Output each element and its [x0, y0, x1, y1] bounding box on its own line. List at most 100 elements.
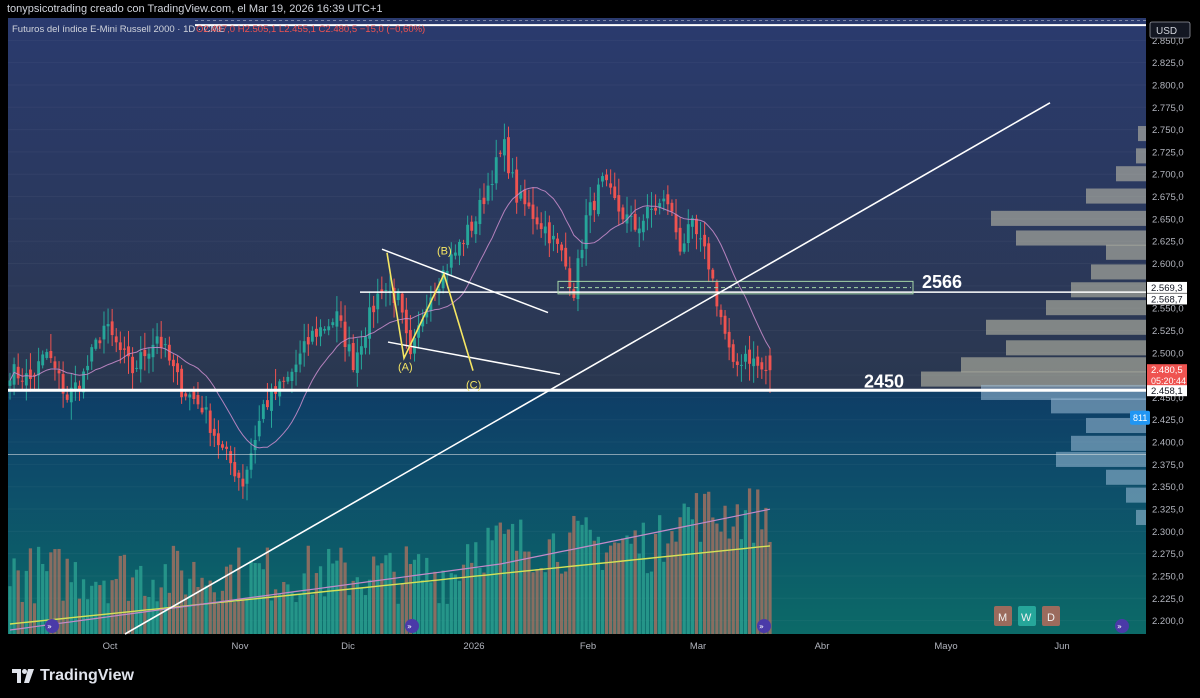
volume-bar [678, 517, 682, 634]
volume-bar [192, 561, 196, 634]
volume-bar [392, 571, 396, 634]
volume-bar [731, 526, 735, 634]
candle [135, 360, 139, 372]
candle [347, 326, 351, 357]
x-tick-label: Mayo [934, 641, 957, 652]
y-tick-label: 2.675,0 [1152, 192, 1184, 203]
volume-bar [584, 517, 588, 634]
candle [552, 224, 555, 252]
y-tick-label: 2.425,0 [1152, 415, 1184, 426]
candle [315, 316, 318, 346]
y-tick-label: 2.350,0 [1152, 482, 1184, 493]
candle [527, 189, 531, 209]
timeframe-m-button[interactable]: M [994, 606, 1012, 626]
volume-profile-bar [921, 371, 1146, 387]
candle [547, 215, 551, 258]
tradingview-brand[interactable]: TradingView [12, 667, 134, 685]
volume-bar [167, 592, 171, 634]
volume-bar [551, 533, 556, 634]
price-chart[interactable]: 2.850,0 2.825,0 2.800,0 2.775,0 2.750,0 2.725… [0, 18, 1200, 660]
currency-button[interactable]: USD [1149, 21, 1191, 39]
candle [511, 158, 515, 178]
volume-bar [343, 562, 347, 634]
volume-bar [694, 493, 699, 634]
volume-bar [114, 578, 118, 634]
candle [735, 353, 739, 377]
volume-bar [470, 562, 474, 634]
candle [682, 233, 686, 254]
tradingview-logo-icon [12, 669, 34, 683]
volume-bar [478, 567, 482, 634]
volume-profile-bar [1051, 398, 1146, 414]
candle [368, 291, 371, 355]
timeframe-w-label: W [1021, 612, 1032, 624]
candle [237, 470, 241, 491]
volume-profile-bar [1046, 300, 1146, 316]
candle [400, 291, 404, 324]
svg-text:»: » [759, 622, 764, 631]
x-tick-label: Feb [580, 641, 596, 652]
volume-bar [122, 554, 127, 634]
volume-bar [372, 556, 376, 634]
candle [502, 123, 506, 172]
volume-bar [65, 558, 69, 634]
volume-bar [739, 539, 744, 634]
event-icon[interactable]: » [757, 619, 771, 633]
candle [744, 345, 747, 370]
volume-bar [421, 579, 425, 634]
volume-bar [416, 554, 421, 634]
volume-bar [151, 579, 155, 634]
volume-bar [559, 573, 564, 634]
candle [404, 297, 408, 349]
candle [339, 301, 343, 328]
candle [633, 199, 637, 232]
volume-bar [171, 545, 176, 634]
candle [225, 441, 228, 461]
volume-bar [592, 540, 596, 634]
candle [641, 214, 645, 241]
volume-bar [216, 603, 221, 634]
volume-bar [633, 530, 637, 634]
volume-bar [453, 574, 458, 634]
volume-bar [286, 584, 290, 634]
volume-bar [690, 519, 694, 634]
candle [699, 221, 702, 252]
volume-bar [245, 597, 249, 634]
volume-bar [641, 522, 645, 634]
volume-bar [282, 582, 286, 634]
candle [143, 332, 147, 371]
event-icon[interactable]: » [45, 619, 59, 633]
volume-bar [702, 493, 707, 634]
volume-bar [175, 550, 180, 634]
candle [319, 319, 322, 347]
candle [605, 169, 608, 187]
volume-bar [437, 603, 441, 634]
volume-bar [69, 582, 73, 634]
candle [543, 210, 547, 246]
timeframe-w-button[interactable]: W [1018, 606, 1036, 626]
volume-bar [8, 586, 12, 634]
candle [596, 178, 600, 217]
candle [302, 323, 306, 367]
volume-bar [310, 594, 314, 634]
volume-bar [486, 527, 490, 634]
candle [531, 187, 535, 235]
header-legend: Futuros del índice E-Mini Russell 2000 ·… [12, 24, 425, 35]
candle [760, 357, 764, 379]
candle [16, 353, 20, 385]
volume-bar [384, 555, 388, 634]
volume-bar [564, 571, 568, 634]
y-tick-label: 2.700,0 [1152, 170, 1184, 181]
event-icon[interactable]: » [1115, 619, 1129, 633]
volume-bar [359, 587, 364, 634]
volume-bar [764, 507, 768, 634]
x-tick-label: Nov [232, 641, 249, 652]
candle [703, 222, 707, 260]
svg-text:»: » [1117, 622, 1122, 631]
volume-profile-bar [1071, 435, 1146, 451]
volume-bar [143, 595, 147, 634]
timeframe-d-button[interactable]: D [1042, 606, 1060, 626]
event-icon[interactable]: » [405, 619, 419, 633]
event-markers: » » » » [45, 619, 1129, 633]
candle [139, 336, 143, 383]
